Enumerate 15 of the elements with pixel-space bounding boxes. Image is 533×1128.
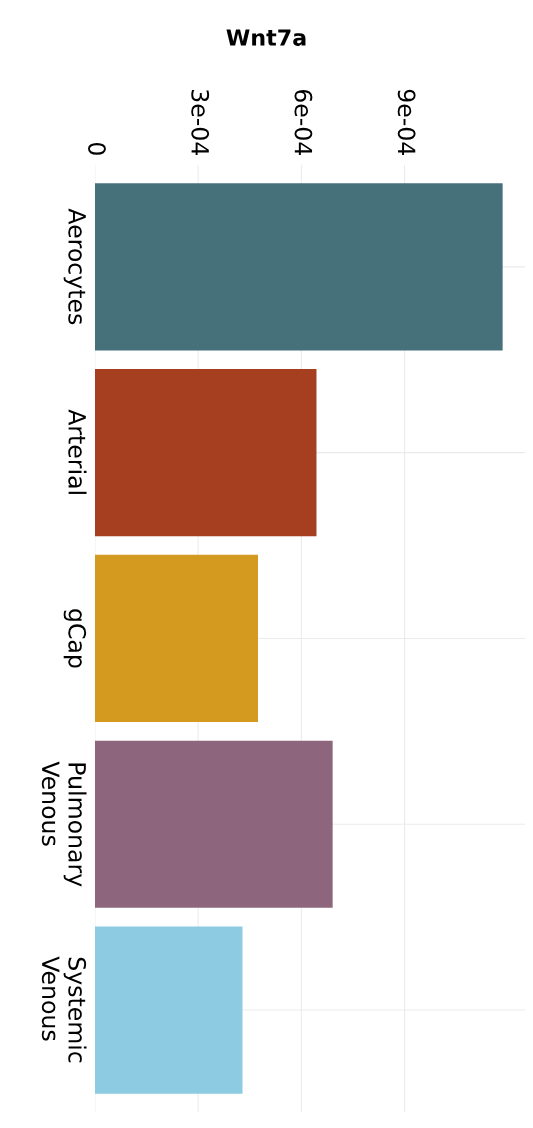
y-tick-label: Arterial [68,409,87,494]
x-tick-label: 0 [88,142,106,155]
bar [94,369,317,537]
chart-title: Wnt7a [226,29,306,46]
bar [94,926,243,1094]
y-tick-label: Pulmonary Venous [41,761,87,887]
bar [94,740,333,908]
bar [94,554,258,723]
x-tick-label: 6e-04 [294,89,313,156]
y-tick-label: gCap [63,609,87,668]
bar [94,183,503,351]
x-tick-label: 3e-04 [191,90,210,156]
y-tick-label: Aerocytes [63,208,86,325]
x-tick-label: 9e-04 [397,89,416,156]
y-tick-label: Systemic Venous [41,956,87,1063]
